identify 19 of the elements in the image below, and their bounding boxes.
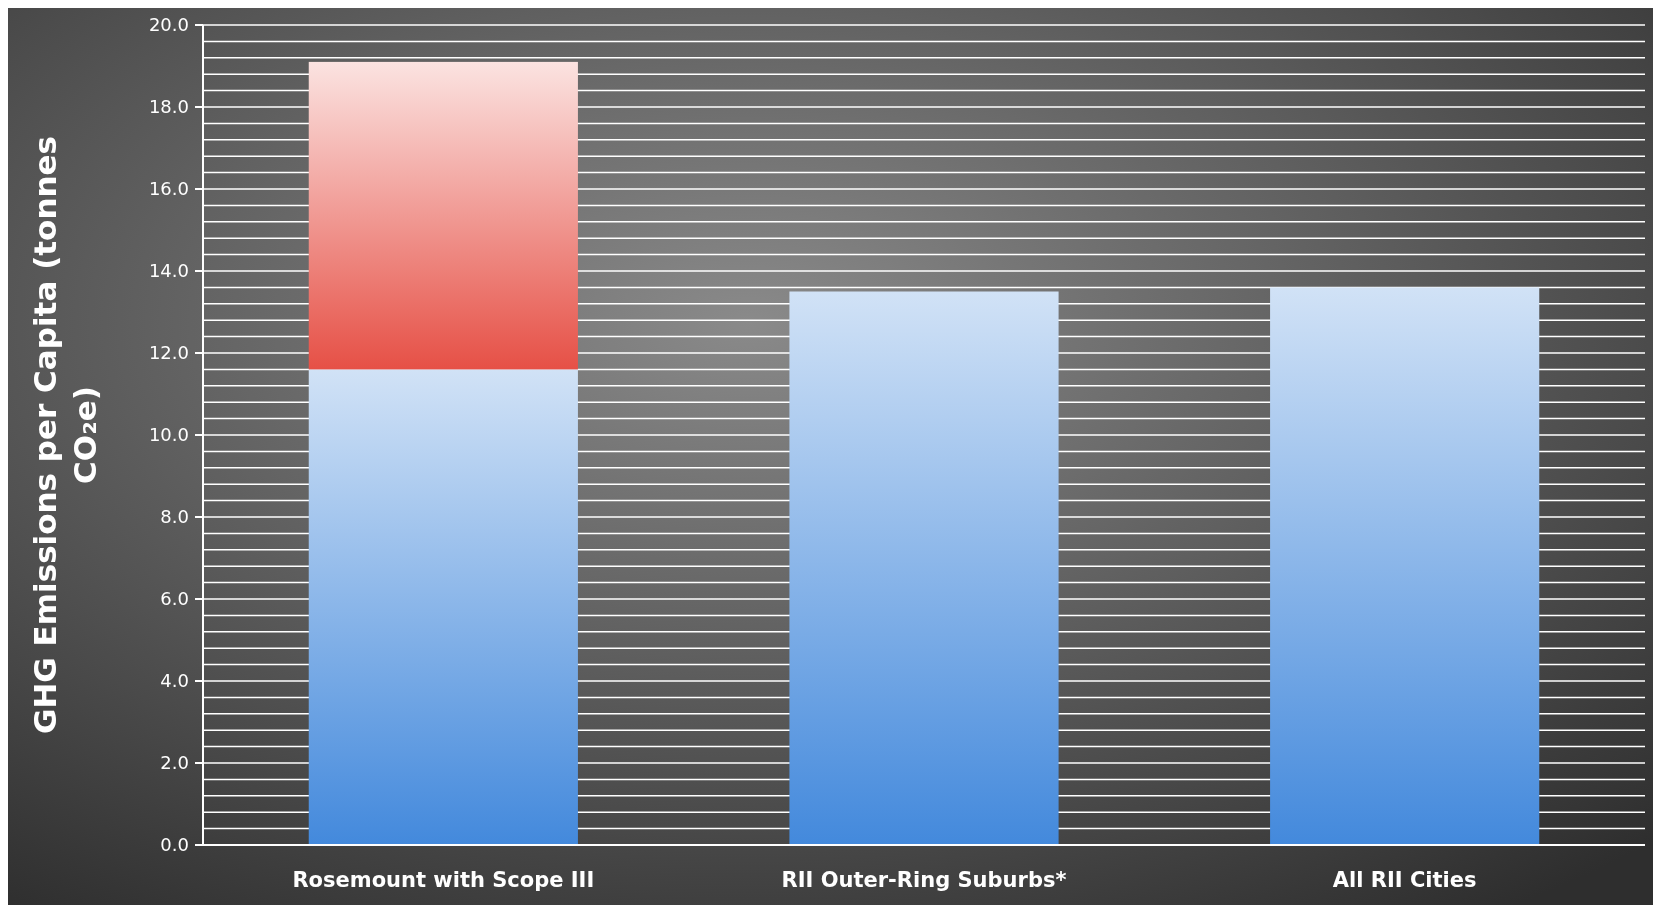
- y-tick-label: 16.0: [148, 178, 189, 200]
- y-tick-label: 4.0: [160, 670, 189, 692]
- y-tick-label: 12.0: [148, 342, 189, 364]
- y-tick-label: 14.0: [148, 260, 189, 282]
- bar: [308, 61, 578, 370]
- x-tick-label: Rosemount with Scope III: [292, 868, 595, 892]
- y-tick-label: 6.0: [160, 588, 189, 610]
- y-tick-label: 2.0: [160, 752, 189, 774]
- y-tick-label: 20.0: [148, 14, 189, 36]
- x-tick-label: All RII Cities: [1332, 868, 1477, 892]
- y-axis-title: GHG Emissions per Capita (tonnes CO₂e): [27, 135, 103, 735]
- x-tick-label: RII Outer-Ring Suburbs*: [781, 868, 1067, 892]
- y-tick-label: 18.0: [148, 96, 189, 118]
- bar: [1270, 287, 1540, 845]
- y-tick-label: 8.0: [160, 506, 189, 528]
- bar: [308, 369, 578, 845]
- bar: [789, 291, 1059, 845]
- y-tick-label: 10.0: [148, 424, 189, 446]
- y-tick-label: 0.0: [160, 834, 189, 856]
